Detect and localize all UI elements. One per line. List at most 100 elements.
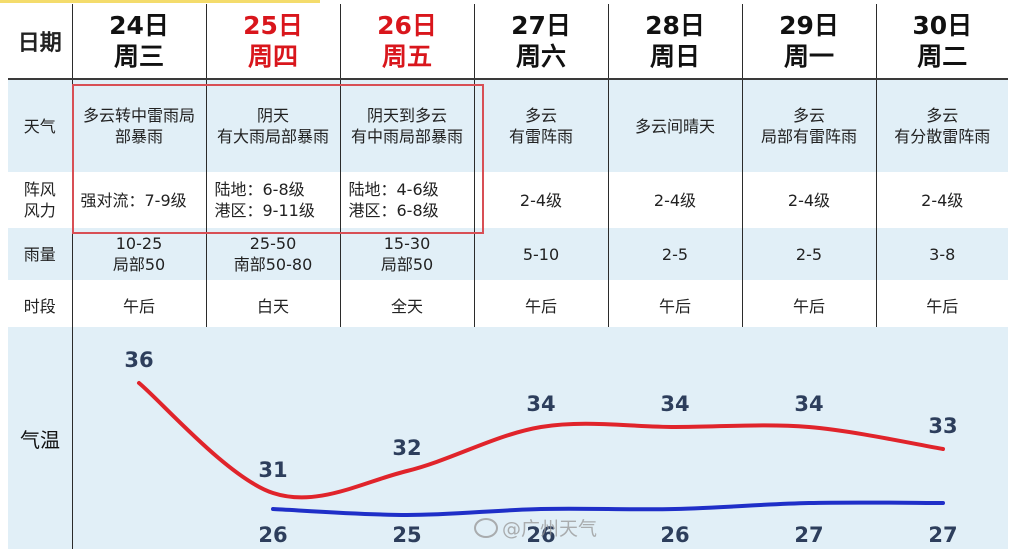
- high-temp-label: 34: [526, 392, 555, 416]
- low-temp-label: 25: [392, 523, 421, 547]
- watermark-text: @广州天气: [502, 518, 598, 540]
- period-cell: 午后: [474, 280, 609, 330]
- high-temp-line: [137, 381, 945, 500]
- wind-cell-line: 2-4级: [787, 190, 831, 210]
- weather-cell-line: 阴天: [256, 106, 289, 125]
- rain-cell-line: 2-5: [795, 244, 823, 264]
- high-temp-label: 33: [928, 414, 957, 438]
- low-temp-label: 26: [258, 523, 287, 547]
- period-cell: 午后: [72, 280, 207, 330]
- wind-row-label: 阵风 风力: [8, 172, 73, 228]
- high-temp-label: 36: [124, 348, 153, 372]
- weather-cell-line: 阴天到多云: [366, 106, 447, 125]
- day-header: 24日 周三: [72, 4, 207, 80]
- temperature-chart: 36 31 32 34 34 34 33 26 25 26 26 27 27: [124, 348, 957, 547]
- weather-cell-line: 多云: [792, 106, 825, 125]
- weather-cell-line: 局部有雷阵雨: [760, 127, 857, 146]
- low-temp-label: 26: [526, 523, 555, 547]
- weather-cell-line: 多云: [524, 106, 557, 125]
- day-weekday: 周日: [649, 42, 700, 71]
- temperature-section: 气温 36 31 32 34 34 34 33 26 25 26 26 27 27: [8, 327, 1008, 549]
- rain-cell: 10-25 局部50: [72, 228, 207, 280]
- weather-cell-line: 部暴雨: [114, 127, 163, 146]
- rain-cell-line: 2-5: [661, 244, 689, 264]
- period-cell: 全天: [340, 280, 475, 330]
- date-row: 日期 24日 周三 25日 周四 26日 周五 27日 周六 28日 周日 29日 周一 30日 周二: [8, 4, 1008, 80]
- high-temp-label: 34: [794, 392, 823, 416]
- high-temp-label: 34: [660, 392, 689, 416]
- rain-cell-line: 5-10: [522, 244, 560, 264]
- forecast-table: 日期 24日 周三 25日 周四 26日 周五 27日 周六 28日 周日 29日 周一 30日 周二 天…: [8, 4, 1008, 330]
- weather-cell-line: 有雷阵雨: [508, 127, 573, 146]
- period-row-label: 时段: [8, 280, 73, 330]
- rain-cell: 5-10: [474, 228, 609, 280]
- wind-cell: 2-4级: [474, 172, 609, 228]
- day-date: 27日: [511, 11, 571, 40]
- day-weekday: 周三: [113, 42, 164, 71]
- day-date: 28日: [645, 11, 705, 40]
- temp-row-label: 气温: [8, 327, 73, 549]
- day-date: 30日: [912, 11, 973, 40]
- high-temp-label: 32: [392, 436, 421, 460]
- weather-cell: 多云间晴天: [608, 79, 743, 172]
- wind-cell: 强对流：7-9级: [72, 172, 207, 228]
- day-header: 25日 周四: [206, 4, 341, 80]
- wind-cell: 陆地：6-8级 港区：9-11级: [206, 172, 341, 228]
- weather-cell: 多云转中雷雨局 部暴雨: [72, 79, 207, 172]
- watermark: @广州天气: [474, 514, 597, 541]
- day-header: 30日 周二: [876, 4, 1008, 80]
- weather-cell: 多云 局部有雷阵雨: [742, 79, 877, 172]
- rain-row-label: 雨量: [8, 228, 73, 280]
- day-date: 29日: [779, 11, 839, 40]
- weather-cell-line: 有中雨局部暴雨: [350, 127, 463, 146]
- rain-cell-line: 10-25: [115, 234, 163, 253]
- low-temp-line: [271, 500, 945, 518]
- period-cell: 午后: [742, 280, 877, 330]
- high-temp-label: 31: [258, 458, 287, 482]
- date-row-label: 日期: [8, 4, 73, 80]
- rain-row: 雨量 10-25 局部50 25-50 南部50-80 15-30 局部50 5-10 2-5…: [8, 228, 1008, 280]
- weather-cell-line: 多云: [926, 106, 959, 125]
- wind-cell-line: 强对流：7-9级: [80, 190, 187, 210]
- period-cell: 午后: [876, 280, 1008, 330]
- day-header: 26日 周五: [340, 4, 475, 80]
- wind-cell-line: 2-4级: [921, 190, 964, 210]
- weather-cell-line: 有大雨局部暴雨: [216, 127, 329, 146]
- day-header: 29日 周一: [742, 4, 877, 80]
- rain-cell: 15-30 局部50: [340, 228, 475, 280]
- wind-cell-line: 2-4级: [519, 190, 563, 210]
- rain-cell: 2-5: [608, 228, 743, 280]
- rain-cell-line: 15-30: [383, 234, 431, 253]
- weather-cell: 阴天 有大雨局部暴雨: [206, 79, 341, 172]
- period-cell: 白天: [206, 280, 341, 330]
- wind-cell: 2-4级: [742, 172, 877, 228]
- weather-row: 天气 多云转中雷雨局 部暴雨 阴天 有大雨局部暴雨 阴天到多云 有中雨局部暴雨 多云 有雷阵雨…: [8, 79, 1008, 172]
- weather-cell: 多云 有雷阵雨: [474, 79, 609, 172]
- weather-cell: 阴天到多云有中雨局部暴雨: [340, 79, 475, 172]
- low-temp-label: 27: [794, 523, 823, 547]
- rain-cell-line: 南部50-80: [233, 255, 313, 274]
- top-accent-bar: [0, 0, 320, 3]
- day-date: 24日: [109, 11, 169, 40]
- rain-cell-line: 25-50: [249, 234, 297, 253]
- day-weekday: 周六: [515, 42, 566, 71]
- wind-cell-line: 港区：9-11级: [214, 201, 315, 220]
- low-temp-label: 26: [660, 523, 689, 547]
- wind-cell: 2-4级: [876, 172, 1008, 228]
- weather-row-label: 天气: [8, 79, 73, 172]
- wind-cell: 2-4级: [608, 172, 743, 228]
- wind-cell-line: 陆地：4-6级: [348, 180, 439, 199]
- day-weekday: 周一: [783, 42, 834, 71]
- wind-label-line: 风力: [23, 201, 56, 220]
- rain-cell-line: 局部50: [380, 255, 434, 274]
- period-cell: 午后: [608, 280, 743, 330]
- forecast-panel: 日期 24日 周三 25日 周四 26日 周五 27日 周六 28日 周日 29日 周一 30日 周二 天…: [8, 4, 1008, 549]
- day-header: 28日 周日: [608, 4, 743, 80]
- wind-cell-line: 陆地：6-8级: [214, 180, 305, 199]
- weather-cell-line: 多云转中雷雨局: [82, 106, 195, 125]
- wind-cell-line: 港区：6-8级: [348, 201, 439, 220]
- day-weekday: 周五: [381, 42, 432, 71]
- day-header: 27日 周六: [474, 4, 609, 80]
- wind-label-line: 阵风: [23, 180, 56, 199]
- rain-cell: 25-50 南部50-80: [206, 228, 341, 280]
